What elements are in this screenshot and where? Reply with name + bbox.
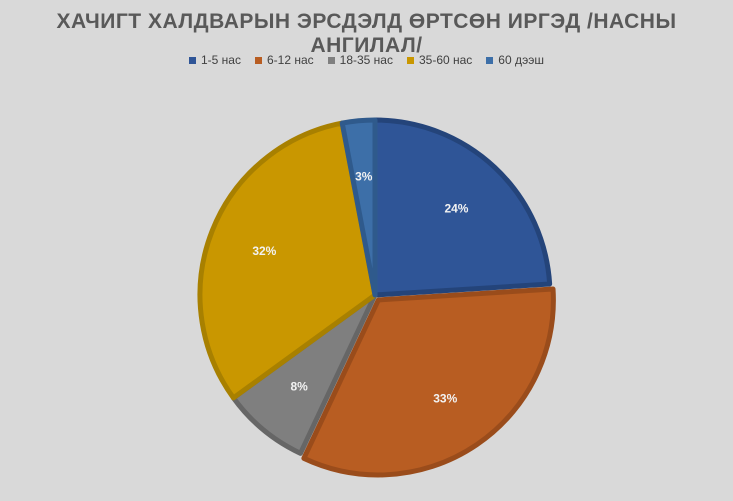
- legend-swatch: [486, 56, 494, 64]
- legend-label: 1-5 нас: [201, 53, 241, 67]
- legend-item: 1-5 нас: [189, 53, 241, 67]
- legend-label: 6-12 нас: [266, 53, 314, 67]
- legend-swatch: [327, 56, 335, 64]
- legend-item: 18-35 нас: [327, 53, 393, 67]
- legend-item: 60 дээш: [486, 53, 544, 67]
- legend: 1-5 нас 6-12 нас 18-35 нас 35-60 нас 60 дээш: [0, 53, 733, 67]
- legend-swatch: [406, 56, 414, 64]
- legend-swatch: [189, 56, 196, 64]
- pie-slice: [301, 286, 556, 478]
- slice-data-label: 32%: [252, 244, 276, 258]
- pie-slice: [197, 120, 378, 401]
- slice-data-label: 24%: [444, 201, 468, 215]
- legend-label: 60 дээш: [498, 53, 544, 67]
- slice-data-label: 3%: [355, 170, 373, 184]
- pie-slice: [339, 117, 378, 298]
- slice-data-label: 33%: [433, 391, 457, 405]
- legend-item: 6-12 нас: [254, 53, 314, 67]
- legend-item: 35-60 нас: [406, 53, 473, 67]
- legend-label: 18-35 нас: [339, 53, 393, 67]
- pie-slice: [372, 117, 553, 298]
- legend-label: 35-60 нас: [418, 53, 473, 67]
- chart-title: ХАЧИГТ ХАЛДВАРЫН ЭРСДЭЛД ӨРТСӨН ИРГЭД /Н…: [56, 10, 677, 57]
- slice-data-label: 8%: [290, 380, 308, 394]
- legend-swatch: [254, 56, 262, 64]
